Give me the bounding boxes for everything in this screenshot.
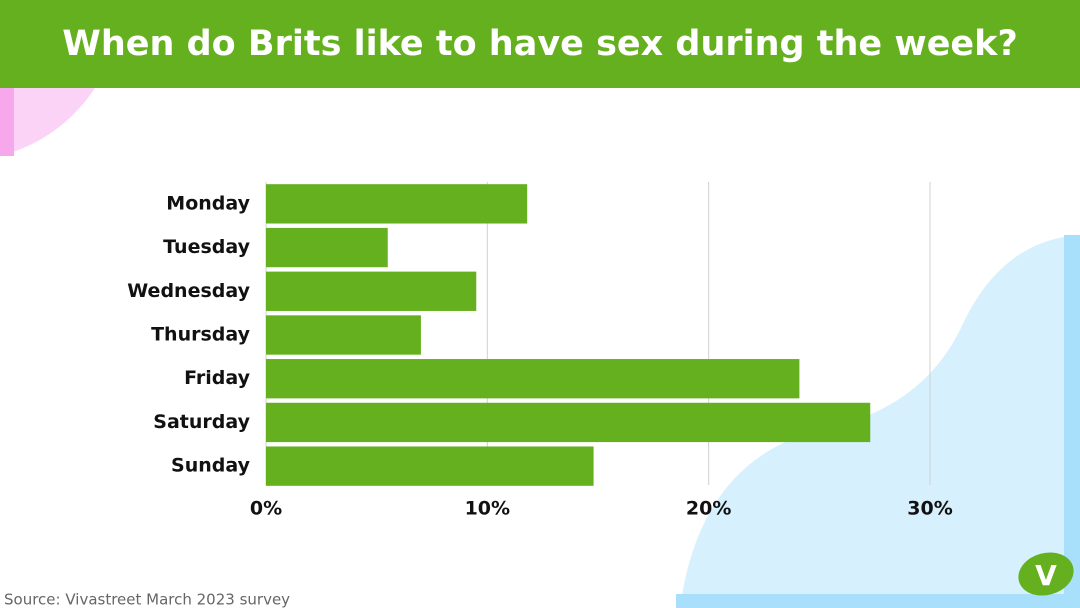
bar	[266, 227, 388, 268]
x-tick-label: 10%	[465, 498, 510, 520]
logo: V	[1035, 559, 1057, 592]
y-tick-label: Monday	[166, 192, 250, 214]
chart-title: When do Brits like to have sex during th…	[62, 24, 1018, 64]
logo-badge	[1018, 552, 1074, 596]
decor-pink	[0, 88, 95, 156]
bar	[266, 271, 477, 311]
bar	[266, 315, 421, 355]
source-note: Source: Vivastreet March 2023 survey	[4, 591, 290, 608]
x-tick-label: 30%	[907, 498, 952, 520]
decor-pink-edge	[0, 88, 14, 156]
y-tick-label: Sunday	[171, 455, 251, 477]
y-tick-label: Friday	[184, 367, 250, 389]
decor-blue	[680, 235, 1080, 608]
decor-blue-edge	[1064, 235, 1080, 608]
bar	[266, 359, 800, 399]
bar	[266, 184, 528, 224]
y-tick-label: Thursday	[151, 324, 251, 346]
y-tick-label: Wednesday	[127, 280, 250, 302]
x-tick-label: 0%	[250, 498, 282, 520]
decor-blue-bottom	[676, 594, 1080, 608]
x-tick-label: 20%	[686, 498, 731, 520]
y-tick-label: Saturday	[153, 411, 250, 433]
bar	[266, 402, 871, 443]
title-band	[0, 0, 1080, 88]
bar	[266, 446, 594, 486]
y-tick-label: Tuesday	[163, 236, 250, 258]
